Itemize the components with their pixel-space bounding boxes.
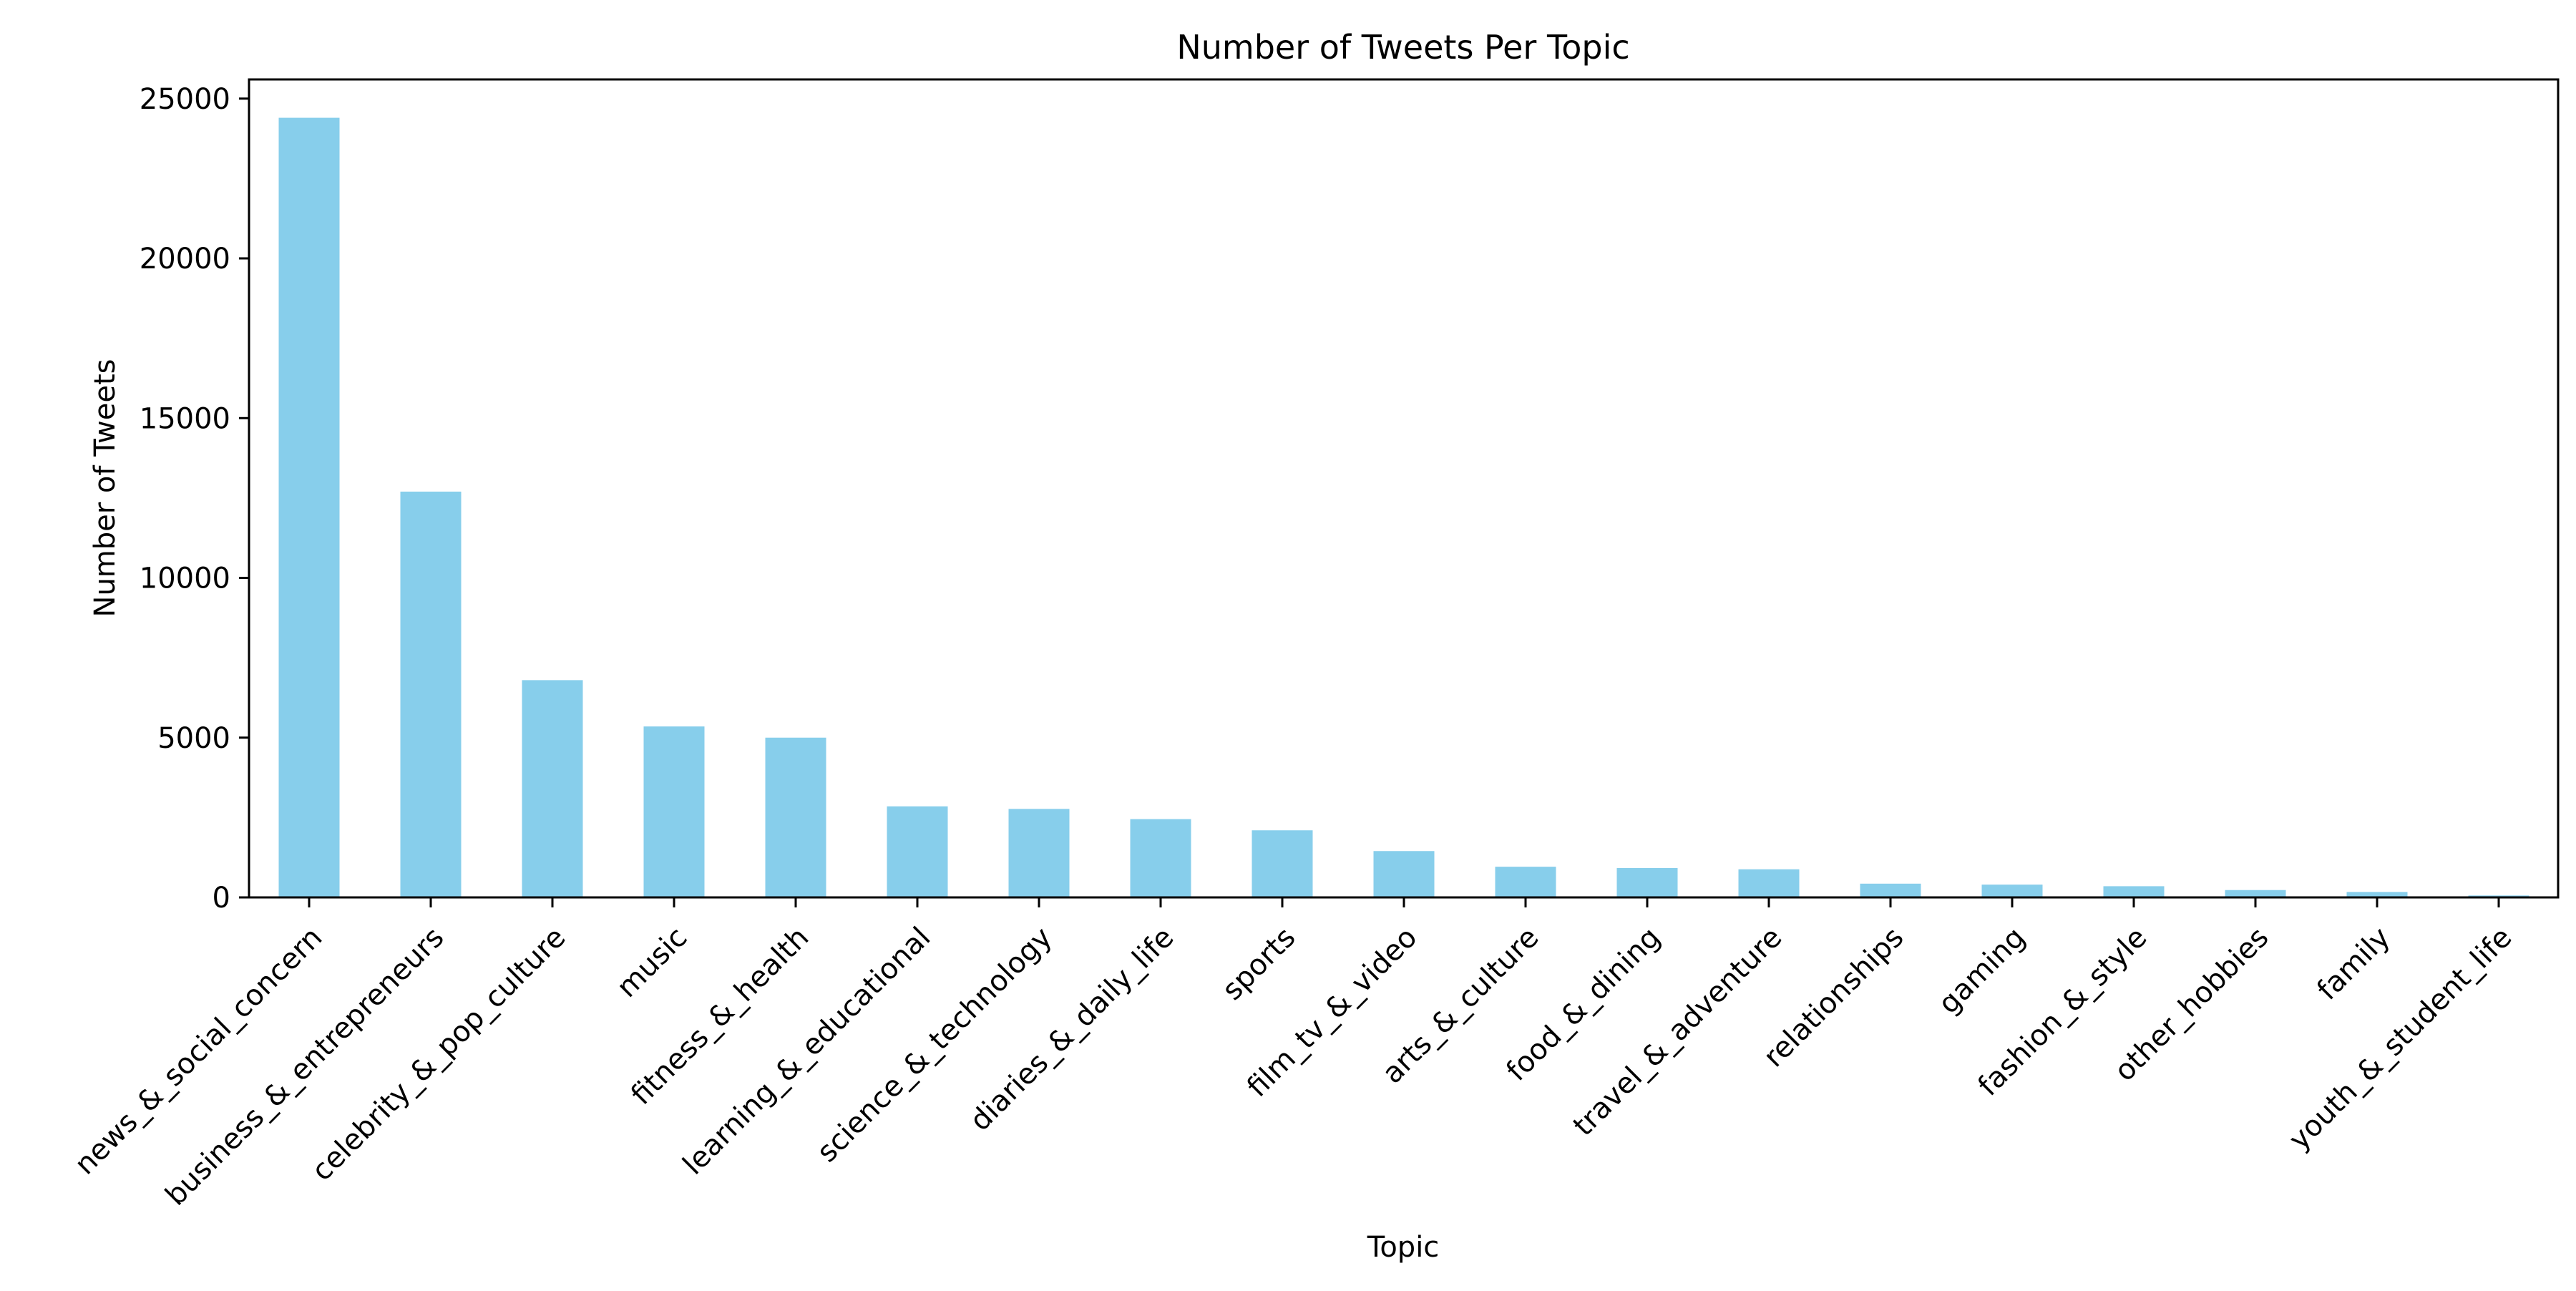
- x-tick-label: travel_&_adventure: [1567, 921, 1789, 1143]
- x-axis-label: Topic: [1367, 1231, 1440, 1264]
- bar-food_&_dining: [1616, 867, 1678, 897]
- plot-frame: [248, 78, 2560, 899]
- bar-travel_&_adventure: [1738, 869, 1800, 897]
- bar-relationships: [1860, 883, 1921, 897]
- bar-science_&_technology: [1008, 809, 1070, 897]
- bar-family: [2346, 892, 2408, 897]
- y-tick-label: 0: [213, 882, 230, 915]
- x-tick-label: gaming: [1932, 921, 2031, 1020]
- bar-gaming: [1981, 885, 2043, 897]
- x-tick-label: science_&_technology: [811, 921, 1058, 1169]
- bar-business_&_entrepreneurs: [400, 491, 462, 897]
- y-tick-label: 15000: [140, 402, 230, 435]
- bar-film_tv_&_video: [1373, 851, 1435, 897]
- y-axis-label: Number of Tweets: [89, 359, 122, 618]
- bar-sports: [1252, 830, 1313, 897]
- bar-diaries_&_daily_life: [1130, 819, 1191, 897]
- x-tick-label: family: [2311, 921, 2397, 1007]
- x-axis: news_&_social_concernbusiness_&_entrepre…: [69, 897, 2518, 1212]
- x-tick-label: music: [610, 921, 693, 1004]
- bar-fitness_&_health: [765, 737, 826, 897]
- bar-celebrity_&_pop_culture: [522, 680, 583, 897]
- y-tick-label: 25000: [140, 83, 230, 116]
- y-tick-label: 5000: [157, 722, 230, 755]
- x-tick-label: sports: [1216, 921, 1302, 1007]
- x-tick-label: learning_&_educational: [677, 921, 937, 1182]
- bar-fashion_&_style: [2103, 886, 2165, 897]
- bars-layer: [278, 117, 2529, 897]
- x-tick-label: news_&_social_concern: [69, 921, 329, 1182]
- y-tick-label: 20000: [140, 243, 230, 276]
- y-axis: 0 5000 10000 15000 20000 25000: [140, 83, 249, 915]
- bar-arts_&_culture: [1495, 867, 1556, 897]
- bar-music: [643, 726, 705, 897]
- x-tick-label: youth_&_student_life: [2283, 921, 2518, 1156]
- bar-news_&_social_concern: [278, 117, 340, 897]
- bar-learning_&_educational: [887, 806, 948, 897]
- y-tick-label: 10000: [140, 562, 230, 595]
- x-tick-label: diaries_&_daily_life: [964, 921, 1181, 1138]
- chart-title: Number of Tweets Per Topic: [1176, 28, 1629, 67]
- bar-other_hobbies: [2225, 890, 2286, 897]
- x-tick-label: celebrity_&_pop_culture: [306, 921, 572, 1187]
